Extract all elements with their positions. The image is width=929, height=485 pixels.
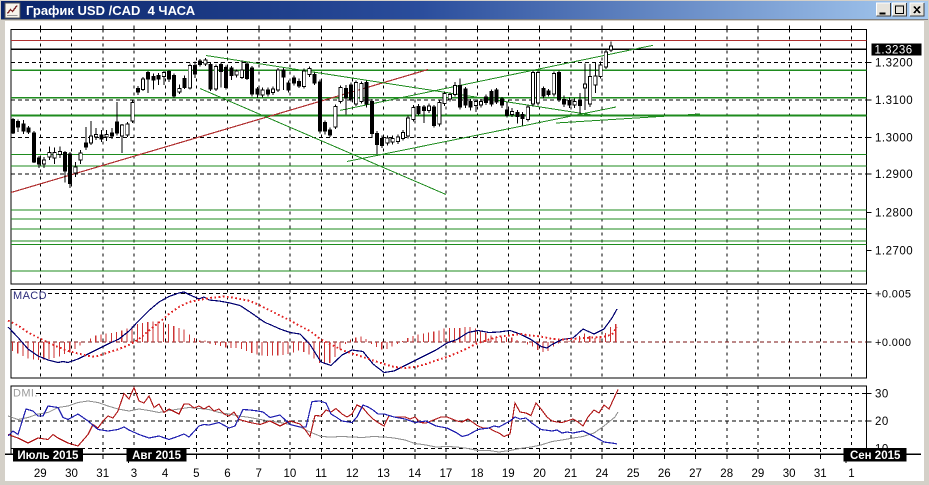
svg-text:MACD: MACD	[13, 290, 47, 302]
svg-text:13: 13	[377, 468, 390, 480]
svg-text:20: 20	[533, 468, 546, 480]
svg-text:1.2800: 1.2800	[875, 208, 913, 220]
svg-text:4: 4	[162, 468, 169, 480]
svg-text:25: 25	[627, 468, 640, 480]
svg-text:24: 24	[596, 468, 609, 480]
svg-text:10: 10	[284, 468, 297, 480]
svg-text:11: 11	[315, 468, 327, 480]
svg-text:1.3200: 1.3200	[875, 58, 913, 70]
svg-text:14: 14	[408, 468, 421, 480]
svg-text:Июль 2015: Июль 2015	[17, 450, 79, 462]
svg-text:DMI.: DMI.	[13, 388, 38, 400]
svg-text:30: 30	[65, 468, 78, 480]
svg-text:29: 29	[752, 468, 765, 480]
svg-text:1.3000: 1.3000	[875, 133, 913, 145]
svg-text:12: 12	[346, 468, 359, 480]
svg-text:Сен 2015: Сен 2015	[850, 450, 901, 462]
svg-text:1.2700: 1.2700	[875, 246, 913, 258]
svg-text:28: 28	[720, 468, 733, 480]
svg-text:3: 3	[131, 468, 137, 480]
svg-text:1: 1	[848, 468, 854, 480]
svg-text:17: 17	[440, 468, 453, 480]
svg-text:21: 21	[564, 468, 577, 480]
svg-text:1.2900: 1.2900	[875, 169, 913, 181]
svg-text:30: 30	[783, 468, 796, 480]
svg-text:19: 19	[502, 468, 515, 480]
svg-text:+0.005: +0.005	[875, 289, 911, 301]
svg-text:31: 31	[814, 468, 827, 480]
svg-text:Авг 2015: Авг 2015	[132, 450, 182, 462]
svg-text:1.3100: 1.3100	[875, 95, 913, 107]
svg-text:6: 6	[224, 468, 230, 480]
svg-text:27: 27	[689, 468, 702, 480]
svg-text:+0.000: +0.000	[875, 337, 911, 349]
svg-text:7: 7	[255, 468, 261, 480]
svg-text:20: 20	[875, 416, 889, 428]
svg-text:26: 26	[658, 468, 671, 480]
svg-text:30: 30	[875, 388, 889, 400]
svg-text:1.3236: 1.3236	[875, 45, 913, 57]
svg-text:График USD /CAD 4 ЧАСА: График USD /CAD 4 ЧАСА	[26, 3, 196, 18]
svg-text:18: 18	[471, 468, 484, 480]
svg-text:29: 29	[34, 468, 47, 480]
svg-text:5: 5	[193, 468, 199, 480]
svg-text:31: 31	[96, 468, 109, 480]
